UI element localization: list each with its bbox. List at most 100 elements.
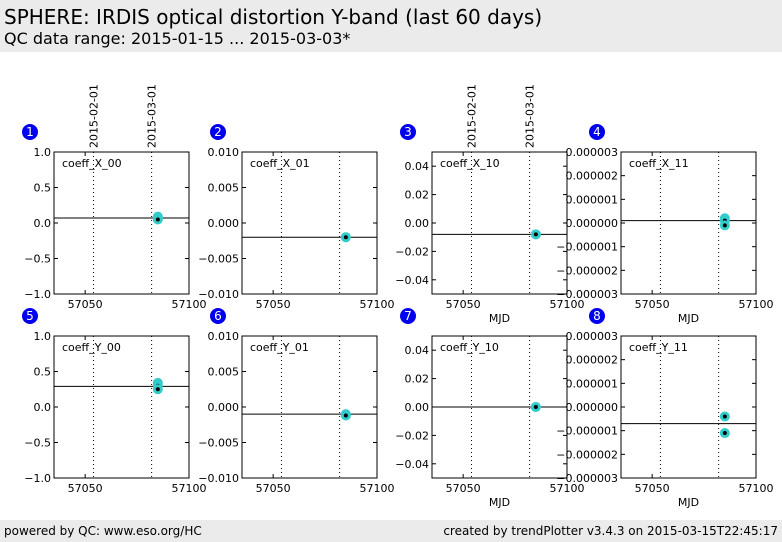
- y-tick-label: 0.000000: [566, 217, 619, 230]
- y-tick-label: −0.010: [198, 472, 239, 485]
- y-tick-label: −0.000001: [556, 241, 618, 254]
- data-point-center: [533, 405, 538, 409]
- header-bar: SPHERE: IRDIS optical distortion Y-band …: [0, 0, 782, 52]
- y-tick-label: −0.5: [24, 253, 51, 266]
- data-point-center: [722, 223, 727, 228]
- y-tick-label: 0.00: [405, 217, 430, 230]
- plot-index-badge: [210, 124, 226, 140]
- footer-credit: powered by QC: www.eso.org/HC: [4, 524, 202, 538]
- y-tick-label: 0.000001: [566, 193, 619, 206]
- x-tick-label: 57100: [360, 298, 395, 311]
- x-tick-label: 57050: [446, 482, 481, 495]
- page-title: SPHERE: IRDIS optical distortion Y-band …: [4, 5, 543, 29]
- y-tick-label: 0.000002: [566, 354, 619, 367]
- subplot-8: 0.000003 0.000002 0.000001 0.000000 −0.00000…: [556, 308, 774, 509]
- plot-frame: [620, 335, 757, 479]
- y-tick-label: −0.02: [395, 429, 429, 442]
- x-axis-label: MJD: [489, 496, 510, 509]
- plot-index-number: 2: [214, 125, 222, 139]
- data-point-center: [533, 232, 538, 237]
- series-label: coeff_Y_10: [440, 341, 499, 354]
- subplot-4: 0.000003 0.000002 0.000001 0.000000 −0.00000…: [556, 124, 774, 325]
- y-tick-label: −0.5: [24, 437, 51, 450]
- footer-created: created by trendPlotter v3.4.3 on 2015-0…: [443, 524, 778, 538]
- x-tick-label: 57100: [739, 298, 774, 311]
- series-label: coeff_X_00: [62, 157, 122, 170]
- page-subtitle: QC data range: 2015-01-15 ... 2015-03-03…: [4, 29, 351, 48]
- plot-index-badge: [589, 124, 605, 140]
- series-label: coeff_Y_01: [250, 341, 309, 354]
- plot-frame: [53, 151, 190, 295]
- y-tick-label: −1.0: [24, 472, 51, 485]
- y-tick-label: 0.000003: [566, 146, 619, 159]
- series-label: coeff_Y_11: [629, 341, 688, 354]
- date-label: 2015-02-01: [465, 84, 478, 148]
- y-tick-label: −1.0: [24, 288, 51, 301]
- y-tick-label: 0.000002: [566, 170, 619, 183]
- y-tick-label: −0.02: [395, 245, 429, 258]
- plot-index-badge: [22, 308, 38, 324]
- y-tick-label: −0.000001: [556, 425, 618, 438]
- y-tick-label: 0.5: [34, 366, 52, 379]
- subplot-3: 0.04 0.02 0.00 −0.02 −0.04 57050 57100 MJD coeff…: [395, 84, 584, 325]
- y-tick-label: 0.000000: [566, 401, 619, 414]
- y-tick-label: −0.010: [198, 288, 239, 301]
- y-tick-label: −0.000002: [556, 448, 618, 461]
- y-tick-label: 0.00: [405, 401, 430, 414]
- plot-index-number: 7: [404, 309, 412, 323]
- y-tick-label: 0.04: [405, 344, 430, 357]
- x-tick-label: 57050: [256, 482, 291, 495]
- y-tick-label: −0.005: [198, 437, 239, 450]
- data-point-center: [343, 413, 348, 418]
- series-label: coeff_X_11: [629, 157, 689, 170]
- y-tick-label: −0.04: [395, 458, 429, 471]
- x-axis-label: MJD: [678, 312, 699, 325]
- y-tick-label: 0.02: [405, 189, 430, 202]
- series-label: coeff_X_10: [440, 157, 500, 170]
- y-tick-label: 0.000003: [566, 330, 619, 343]
- plot-frame: [53, 335, 190, 479]
- y-tick-label: 0.000: [208, 217, 240, 230]
- subplot-6: 0.010 0.005 0.000 −0.005 −0.010 57050 57100 coe…: [198, 308, 395, 495]
- plot-index-number: 4: [593, 125, 601, 139]
- plot-index-number: 3: [404, 125, 412, 139]
- x-tick-label: 57050: [446, 298, 481, 311]
- y-tick-label: 1.0: [34, 146, 52, 159]
- plot-index-badge: [400, 308, 416, 324]
- y-tick-label: −0.04: [395, 274, 429, 287]
- x-tick-label: 57100: [550, 482, 585, 495]
- subplot-1: 1.0 0.5 0.0 −0.5 −1.0 57050 57100 coeff_X_00 1 20…: [22, 84, 207, 311]
- data-point-center: [343, 235, 348, 240]
- y-tick-label: 0.005: [208, 366, 240, 379]
- y-tick-label: 0.000: [208, 401, 240, 414]
- plot-index-badge: [210, 308, 226, 324]
- y-tick-label: 0.04: [405, 160, 430, 173]
- plot-frame: [620, 151, 757, 295]
- y-tick-label: 0.0: [34, 401, 52, 414]
- y-tick-label: 0.0: [34, 217, 52, 230]
- y-tick-label: 0.02: [405, 373, 430, 386]
- subplot-5: 1.0 0.5 0.0 −0.5 −1.0 57050 57100 coeff_Y_00 5: [22, 308, 207, 495]
- y-tick-label: 0.5: [34, 182, 52, 195]
- plot-index-number: 1: [26, 125, 34, 139]
- y-tick-label: 1.0: [34, 330, 52, 343]
- y-tick-label: 0.010: [208, 330, 240, 343]
- data-point-center: [722, 431, 727, 436]
- x-axis-label: MJD: [678, 496, 699, 509]
- plot-index-number: 5: [26, 309, 34, 323]
- x-tick-label: 57050: [635, 482, 670, 495]
- data-point-center: [155, 217, 160, 222]
- plot-index-badge: [589, 308, 605, 324]
- y-tick-label: 0.005: [208, 182, 240, 195]
- y-tick-label: 0.010: [208, 146, 240, 159]
- x-tick-label: 57050: [68, 482, 103, 495]
- date-label: 2015-02-01: [87, 84, 100, 148]
- x-tick-label: 57050: [635, 298, 670, 311]
- x-tick-label: 57100: [739, 482, 774, 495]
- x-tick-label: 57100: [360, 482, 395, 495]
- footer-bar: powered by QC: www.eso.org/HC created by…: [0, 520, 782, 542]
- plot-index-number: 8: [593, 309, 601, 323]
- plot-index-number: 6: [214, 309, 222, 323]
- x-axis-label: MJD: [489, 312, 510, 325]
